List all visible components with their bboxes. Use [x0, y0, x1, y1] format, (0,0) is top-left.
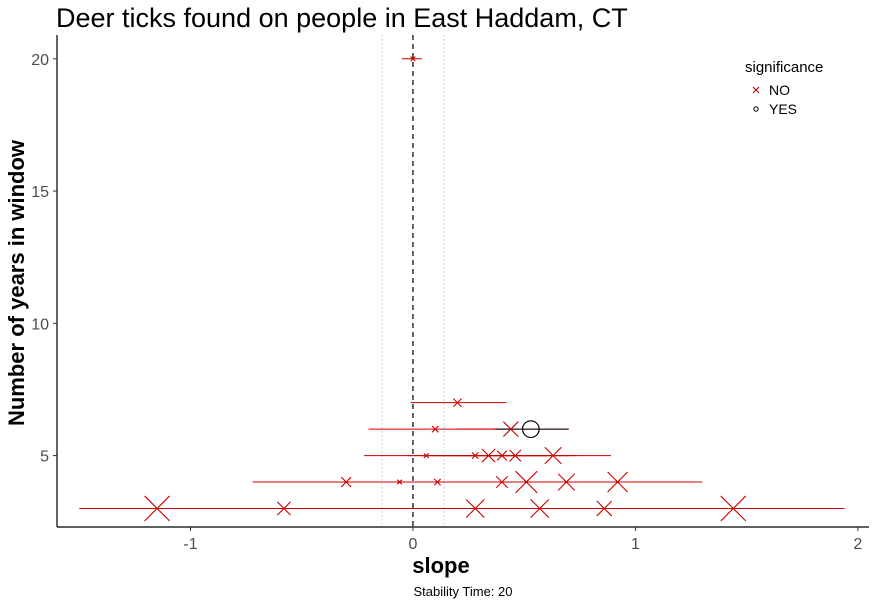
legend: significance NO YES: [745, 59, 823, 117]
legend-label-no: NO: [769, 82, 790, 98]
marker-not-significant-12: [340, 476, 352, 488]
x-tick-label-2: 1: [631, 536, 640, 553]
marker-significant-4: [521, 420, 540, 439]
legend-key-no: [752, 86, 760, 94]
marker-not-significant-6: [471, 451, 479, 460]
marker-not-significant-21: [530, 498, 550, 519]
marker-not-significant-10: [544, 446, 562, 465]
x-tick-label-0: -1: [183, 536, 197, 553]
x-tick-label-1: 0: [408, 536, 417, 553]
y-tick-label-0: 5: [40, 449, 49, 466]
marker-not-significant-19: [276, 501, 291, 516]
marker-not-significant-9: [509, 449, 522, 462]
legend-entries: NO YES: [752, 82, 797, 117]
y-tick-label-1: 10: [31, 316, 49, 333]
marker-not-significant-1: [452, 398, 462, 408]
marker-not-significant-22: [596, 500, 613, 517]
y-tick-label-3: 20: [31, 52, 49, 69]
marker-not-significant-2: [431, 425, 439, 433]
marker-not-significant-17: [607, 471, 629, 493]
x-tick-label-3: 2: [853, 536, 862, 553]
chart-caption: Stability Time: 20: [414, 584, 513, 599]
marker-not-significant-11: [396, 479, 403, 485]
data-markers: [144, 56, 747, 522]
plot-area: [79, 35, 845, 527]
x-axis-title: slope: [412, 553, 469, 578]
marker-not-significant-20: [465, 498, 485, 519]
marker-not-significant-16: [557, 473, 576, 491]
legend-title: significance: [745, 59, 823, 76]
marker-not-significant-14: [495, 475, 509, 489]
marker-not-significant-7: [481, 448, 496, 463]
marker-not-significant-18: [144, 495, 171, 522]
x-axis-ticks: -1 0 1 2: [183, 527, 862, 553]
y-axis-ticks: 5 10 15 20: [31, 52, 57, 466]
marker-not-significant-13: [433, 478, 442, 486]
marker-not-significant-8: [496, 450, 508, 461]
marker-not-significant-3: [502, 421, 519, 437]
marker-not-significant-15: [515, 470, 538, 494]
y-axis-title: Number of years in window: [4, 139, 29, 426]
reference-lines: [381, 35, 445, 527]
error-bars: [79, 58, 845, 509]
marker-not-significant-0: [410, 56, 416, 62]
marker-not-significant-23: [720, 495, 747, 522]
legend-key-yes: [753, 106, 759, 112]
legend-label-yes: YES: [769, 101, 797, 117]
marker-not-significant-5: [423, 452, 430, 459]
axes: [56, 35, 869, 528]
chart-title: Deer ticks found on people in East Hadda…: [56, 3, 628, 33]
y-tick-label-2: 15: [31, 184, 49, 201]
